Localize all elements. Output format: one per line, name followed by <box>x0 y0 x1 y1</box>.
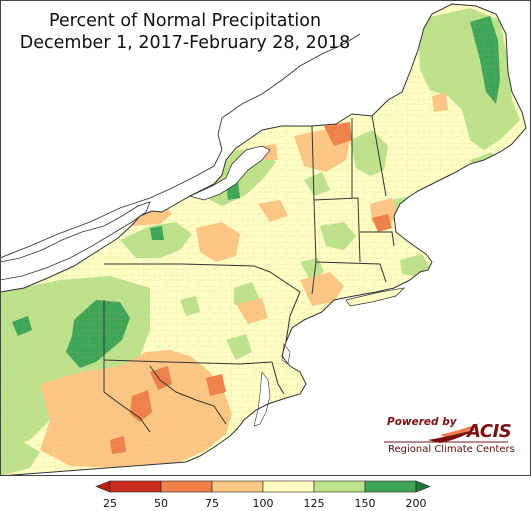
map-canvas <box>0 0 531 476</box>
state-borders <box>103 115 395 433</box>
legend-bin-150-200 <box>364 480 417 493</box>
acis-swoosh-icon <box>384 423 508 443</box>
legend-bin-75-100 <box>211 480 264 493</box>
long-island <box>345 287 406 307</box>
legend-low-arrow <box>95 480 111 493</box>
legend-tick-50: 50 <box>154 497 168 510</box>
legend-bin-25-50 <box>109 480 162 493</box>
title-line-2: December 1, 2017-February 28, 2018 <box>19 33 351 53</box>
legend-tick-100: 100 <box>252 497 274 510</box>
legend-tick-75: 75 <box>205 497 219 510</box>
map-title: Percent of Normal Precipitation December… <box>0 10 370 54</box>
lake-ontario <box>188 145 271 201</box>
legend-tick-125: 125 <box>303 497 325 510</box>
legend-bin-50-75 <box>160 480 213 493</box>
legend-tick-200: 200 <box>405 497 427 510</box>
legend-high-arrow <box>415 480 431 493</box>
powered-by-label: Powered by <box>387 416 457 428</box>
legend-bin-100-125 <box>262 480 315 493</box>
legend-colorbar <box>95 480 431 493</box>
color-legend: 25 50 75 100 125 150 200 <box>0 476 531 511</box>
legend-tick-150: 150 <box>354 497 376 510</box>
lake-erie <box>0 201 151 281</box>
canada-shoreline <box>0 33 361 259</box>
title-line-1: Percent of Normal Precipitation <box>48 11 322 31</box>
regional-climate-centers-label: Regional Climate Centers <box>388 444 515 455</box>
chesapeake-bay <box>253 371 271 427</box>
acis-wordmark: ACIS <box>467 421 512 442</box>
legend-bin-125-150 <box>313 480 366 493</box>
legend-tick-25: 25 <box>103 497 117 510</box>
acis-logo: Powered by ACIS Regional Climate Centers <box>380 413 515 459</box>
